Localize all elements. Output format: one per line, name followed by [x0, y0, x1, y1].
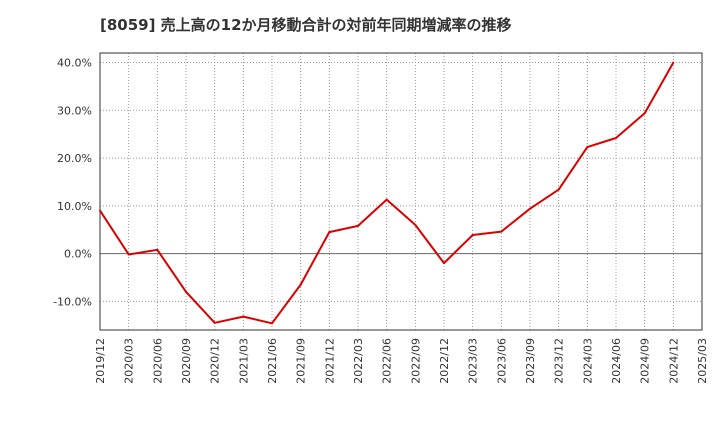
data-point: [500, 230, 503, 233]
x-tick-label: 2019/12: [94, 338, 107, 384]
data-point: [357, 224, 359, 227]
x-tick-label: 2021/03: [237, 338, 250, 384]
data-point: [328, 231, 331, 234]
data-point: [242, 315, 245, 318]
data-point: [385, 198, 388, 201]
x-tick-label: 2024/03: [581, 338, 594, 384]
series-layer: [99, 61, 675, 325]
y-tick-label: 10.0%: [57, 200, 92, 213]
data-point: [615, 137, 617, 140]
x-tick-label: 2021/12: [323, 338, 336, 384]
x-tick-label: 2023/06: [495, 338, 508, 384]
data-point: [213, 321, 216, 324]
data-point: [156, 248, 159, 251]
x-tick-label: 2021/09: [295, 338, 308, 384]
data-point: [557, 188, 560, 191]
x-tick-label: 2022/03: [352, 338, 365, 384]
data-point: [672, 61, 675, 64]
data-point: [127, 253, 130, 256]
x-tick-label: 2022/09: [409, 338, 422, 384]
x-tick-label: 2022/06: [381, 338, 394, 384]
x-tick-label: 2025/03: [696, 338, 709, 384]
x-tick-label: 2020/12: [209, 338, 222, 384]
y-tick-label: 0.0%: [64, 248, 92, 261]
x-tick-label: 2020/06: [151, 338, 164, 384]
chart-title: [8059] 売上高の12か月移動合計の対前年同期増減率の推移: [100, 16, 512, 34]
data-point: [185, 290, 187, 293]
x-tick-label: 2023/09: [524, 338, 537, 384]
y-tick-label: 20.0%: [57, 152, 92, 165]
y-axis: 40.0% 30.0% 20.0% 10.0% 0.0% -10.0%: [53, 57, 92, 309]
data-point: [586, 146, 589, 149]
x-tick-label: 2024/06: [610, 338, 623, 384]
data-point: [643, 112, 646, 115]
data-point: [443, 262, 445, 265]
data-point: [414, 223, 417, 226]
x-tick-label: 2020/03: [123, 338, 136, 384]
y-tick-label: 40.0%: [57, 57, 92, 70]
plot-area: [99, 52, 703, 331]
x-tick-label: 2020/09: [180, 338, 193, 384]
grid: [99, 53, 703, 330]
x-tick-label: 2021/06: [266, 338, 279, 384]
x-tick-label: 2022/12: [438, 338, 451, 384]
y-tick-label: -10.0%: [53, 295, 92, 308]
x-axis: 2019/12 2020/03 2020/06 2020/09 2020/12 2021/…: [94, 338, 709, 384]
data-point: [529, 207, 531, 210]
data-point: [99, 209, 101, 212]
data-point: [299, 283, 302, 286]
y-tick-label: 30.0%: [57, 104, 92, 117]
x-tick-label: 2024/12: [667, 338, 680, 384]
x-tick-label: 2023/12: [553, 338, 566, 384]
x-tick-label: 2024/09: [639, 338, 652, 384]
data-point: [271, 322, 273, 325]
data-point: [471, 233, 474, 236]
x-tick-label: 2023/03: [467, 338, 480, 384]
